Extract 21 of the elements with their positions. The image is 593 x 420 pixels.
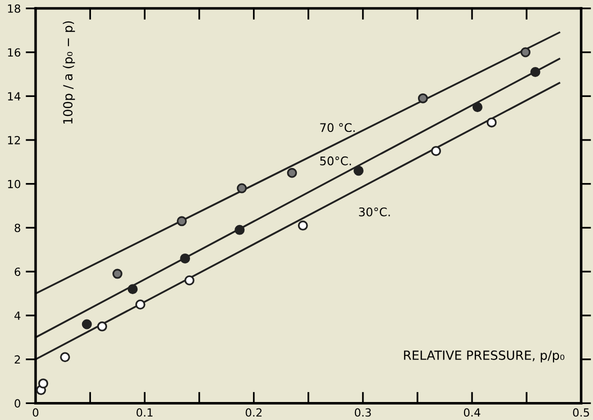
y-tick-label: 8	[14, 224, 20, 232]
x-axis-title: RELATIVE PRESSURE, p/p₀	[404, 350, 564, 362]
y-axis-title: 100p / a (p₀ − p)	[62, 21, 75, 124]
y-tick-label: 10	[8, 180, 20, 188]
series-label: 30°C.	[359, 207, 390, 216]
y-tick-label: 16	[8, 48, 20, 57]
y-tick-label: 12	[8, 136, 20, 144]
x-tick-label: 0.3	[354, 408, 371, 417]
y-tick-label: 0	[14, 399, 20, 408]
y-tick-label: 14	[8, 92, 20, 100]
y-tick-label: 18	[8, 4, 20, 13]
x-tick-label: 0	[32, 408, 38, 417]
y-tick-label: 2	[14, 355, 20, 364]
x-tick-label: 0.4	[464, 408, 480, 417]
series-label: 70 °C.	[320, 123, 355, 132]
y-tick-label: 6	[14, 268, 20, 276]
series-label: 50°C.	[320, 156, 351, 166]
x-tick-label: 0.1	[136, 408, 152, 417]
x-tick-label: 0.5	[573, 408, 590, 417]
x-tick-label: 0.2	[246, 408, 262, 417]
y-tick-label: 4	[14, 312, 20, 320]
